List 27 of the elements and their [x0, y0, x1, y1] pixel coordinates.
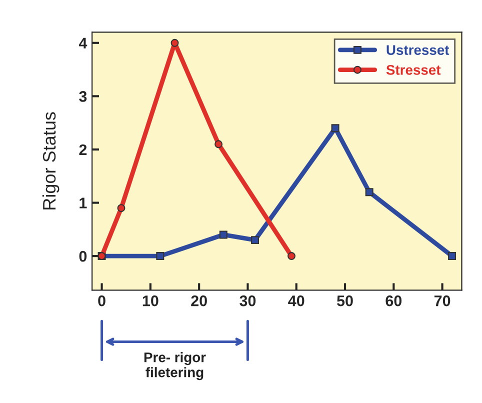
point	[365, 188, 374, 196]
point	[288, 252, 296, 260]
legend-label: Stresset	[386, 65, 441, 75]
x-tick-label: 70	[434, 295, 450, 306]
x-tick-label: 60	[386, 295, 402, 306]
x-tick-label: 30	[240, 295, 256, 306]
x-tick-label: 10	[142, 295, 158, 306]
point	[117, 204, 126, 212]
point	[251, 236, 260, 244]
y-axis-title: Rigor Status	[42, 112, 60, 210]
x-tick-label: 0	[98, 295, 106, 306]
x-tick-label: 20	[191, 295, 207, 306]
legend-label: Ustresset	[386, 45, 450, 55]
x-tick-label: 40	[288, 295, 304, 306]
y-tick-label: 0	[79, 250, 87, 262]
y-tick-label: 2	[79, 144, 87, 156]
point	[156, 252, 164, 260]
point	[448, 252, 456, 260]
point	[219, 230, 228, 239]
y-tick-label: 4	[78, 38, 88, 48]
x-tick-label: 50	[336, 295, 353, 306]
y-tick-label: 1	[80, 198, 87, 208]
text: Pre- rigor filetering	[144, 352, 206, 380]
point	[331, 124, 340, 132]
y-tick-label: 3	[79, 91, 87, 102]
point	[214, 140, 223, 148]
point	[170, 38, 179, 47]
